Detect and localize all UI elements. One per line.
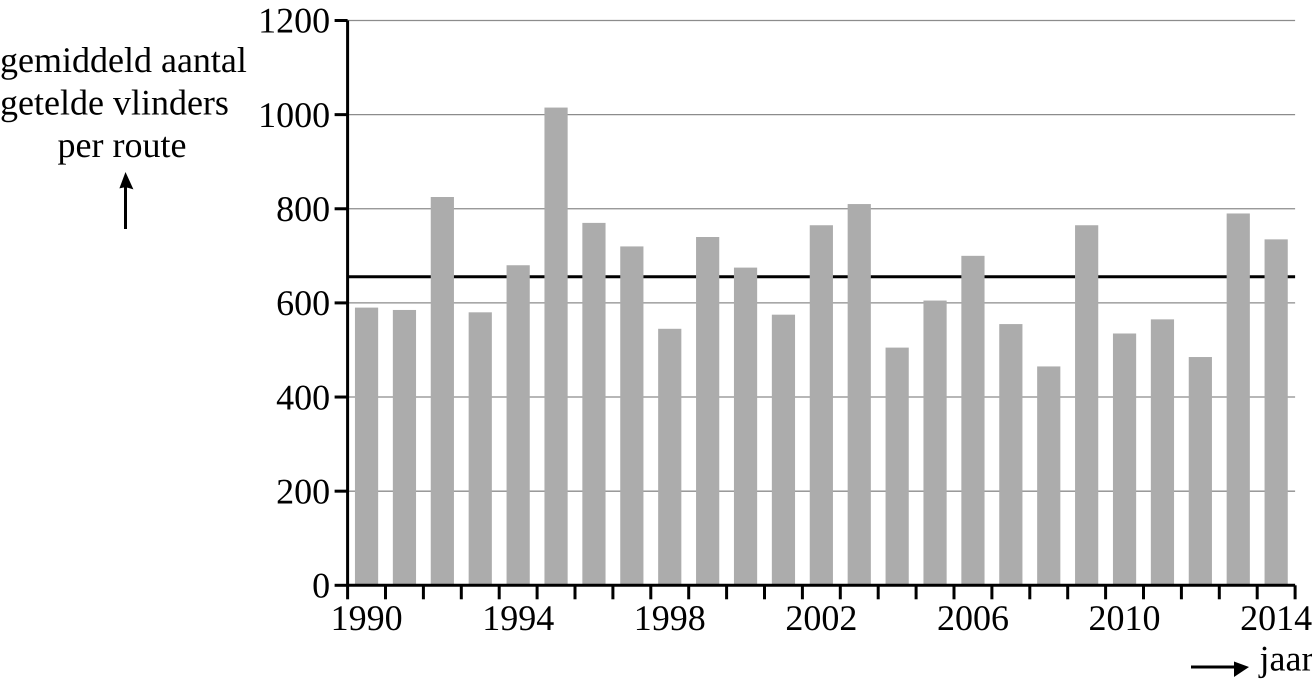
svg-text:1000: 1000 [258,95,330,135]
svg-text:200: 200 [276,471,330,511]
svg-text:gemiddeld aantal: gemiddeld aantal [0,40,247,80]
svg-text:0: 0 [312,566,330,606]
svg-text:per route: per route [58,125,187,165]
svg-text:1200: 1200 [258,1,330,41]
svg-text:800: 800 [276,189,330,229]
svg-text:2014: 2014 [1240,598,1312,638]
svg-text:1990: 1990 [331,598,403,638]
svg-text:2006: 2006 [937,598,1009,638]
svg-text:1998: 1998 [634,598,706,638]
svg-text:400: 400 [276,377,330,417]
svg-text:600: 600 [276,283,330,323]
svg-text:1994: 1994 [482,598,554,638]
svg-text:2002: 2002 [785,598,857,638]
svg-text:jaar: jaar [1258,639,1312,679]
svg-text:2010: 2010 [1089,598,1161,638]
svg-text:getelde vlinders: getelde vlinders [0,82,229,122]
